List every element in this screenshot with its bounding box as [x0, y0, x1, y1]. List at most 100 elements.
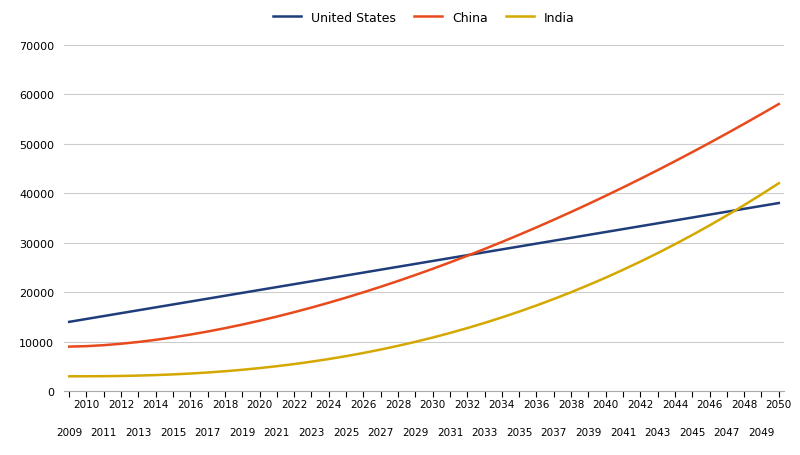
- India: [186, 371, 195, 376]
- Line: India: India: [69, 184, 779, 376]
- India: [324, 357, 334, 362]
- Legend: United States, China, India: United States, China, India: [268, 7, 580, 30]
- China: [549, 217, 558, 223]
- China: [116, 341, 126, 347]
- India: [757, 192, 766, 197]
- India: [739, 203, 749, 208]
- India: [445, 330, 454, 336]
- India: [394, 344, 403, 349]
- China: [532, 225, 542, 231]
- United States: [635, 224, 645, 229]
- Line: China: China: [69, 105, 779, 347]
- China: [82, 344, 91, 349]
- China: [151, 337, 161, 343]
- India: [220, 369, 230, 374]
- United States: [428, 259, 438, 264]
- India: [99, 374, 109, 379]
- United States: [705, 212, 714, 218]
- Text: 2019: 2019: [229, 427, 255, 437]
- Text: 2013: 2013: [126, 427, 152, 437]
- Text: 2025: 2025: [333, 427, 359, 437]
- China: [705, 141, 714, 146]
- United States: [601, 230, 610, 235]
- China: [739, 122, 749, 127]
- United States: [290, 282, 299, 287]
- United States: [618, 227, 628, 233]
- China: [324, 300, 334, 306]
- China: [290, 310, 299, 315]
- Text: 2031: 2031: [437, 427, 463, 437]
- United States: [462, 253, 472, 258]
- United States: [306, 279, 316, 284]
- India: [774, 181, 784, 187]
- China: [774, 102, 784, 107]
- China: [670, 159, 680, 165]
- China: [186, 332, 195, 338]
- China: [272, 314, 282, 319]
- Text: 2021: 2021: [264, 427, 290, 437]
- United States: [532, 241, 542, 247]
- China: [358, 290, 368, 295]
- Text: 2035: 2035: [506, 427, 532, 437]
- China: [64, 344, 74, 349]
- China: [618, 185, 628, 191]
- United States: [497, 247, 506, 253]
- China: [722, 131, 732, 137]
- United States: [134, 308, 143, 313]
- China: [480, 247, 490, 252]
- China: [220, 326, 230, 331]
- Text: 2029: 2029: [402, 427, 429, 437]
- China: [306, 305, 316, 311]
- India: [532, 303, 542, 308]
- India: [653, 251, 662, 256]
- Text: 2043: 2043: [645, 427, 671, 437]
- United States: [220, 293, 230, 299]
- India: [203, 370, 213, 375]
- India: [428, 335, 438, 340]
- India: [290, 362, 299, 367]
- China: [601, 194, 610, 199]
- India: [254, 365, 264, 371]
- India: [410, 339, 420, 345]
- United States: [653, 221, 662, 227]
- India: [705, 223, 714, 228]
- United States: [168, 302, 178, 308]
- United States: [376, 268, 386, 273]
- India: [618, 268, 628, 273]
- Text: 2033: 2033: [471, 427, 498, 437]
- United States: [186, 299, 195, 305]
- United States: [774, 201, 784, 206]
- China: [584, 202, 594, 207]
- Text: 2027: 2027: [367, 427, 394, 437]
- India: [82, 374, 91, 379]
- China: [203, 329, 213, 334]
- India: [376, 347, 386, 353]
- United States: [272, 285, 282, 290]
- India: [480, 320, 490, 326]
- United States: [549, 238, 558, 244]
- United States: [514, 244, 524, 250]
- India: [151, 373, 161, 378]
- United States: [238, 290, 247, 296]
- China: [566, 210, 576, 215]
- United States: [410, 262, 420, 267]
- India: [670, 242, 680, 248]
- China: [168, 335, 178, 340]
- China: [238, 322, 247, 328]
- India: [168, 372, 178, 377]
- United States: [358, 270, 368, 276]
- India: [566, 290, 576, 295]
- India: [584, 283, 594, 288]
- United States: [480, 250, 490, 255]
- India: [601, 275, 610, 281]
- China: [757, 112, 766, 117]
- China: [254, 318, 264, 324]
- China: [428, 267, 438, 272]
- United States: [687, 215, 697, 221]
- China: [462, 253, 472, 259]
- Text: 2047: 2047: [714, 427, 740, 437]
- China: [445, 260, 454, 266]
- India: [358, 350, 368, 356]
- China: [99, 343, 109, 348]
- United States: [584, 233, 594, 238]
